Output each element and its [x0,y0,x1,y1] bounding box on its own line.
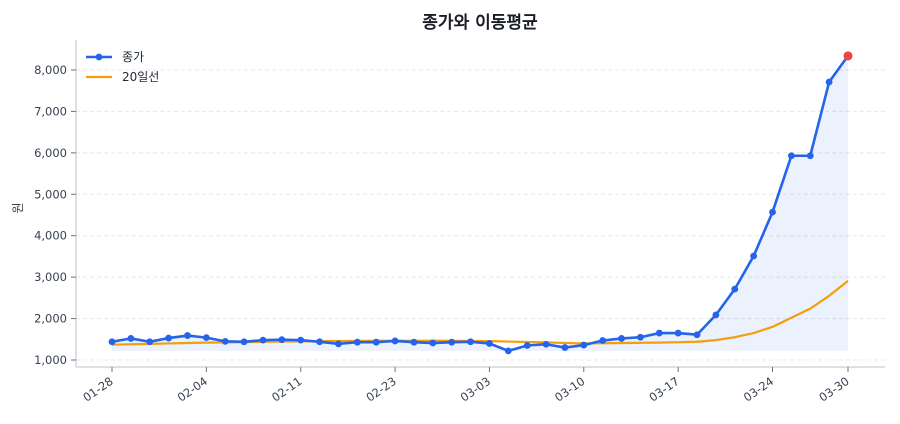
x-tick-label: 03-03 [458,374,493,405]
y-tick-label: 3,000 [34,270,67,284]
close-fill-area [112,55,848,351]
close-point-marker[interactable] [353,338,361,346]
x-tick-label: 03-10 [552,374,587,405]
close-point-marker[interactable] [165,334,173,342]
close-point-marker[interactable] [202,334,210,342]
close-point-marker[interactable] [674,329,682,337]
x-tick-label: 01-28 [80,374,115,405]
close-point-marker[interactable] [542,340,550,348]
close-point-marker[interactable] [731,285,739,293]
close-point-marker[interactable] [712,311,720,319]
x-tick-label: 02-04 [175,374,210,405]
y-tick-label: 8,000 [34,63,67,77]
legend: 종가 20일선 [86,50,159,84]
legend-close-marker-icon [95,53,103,61]
close-point-marker[interactable] [769,208,776,216]
legend-label-close: 종가 [122,50,144,64]
series-layer [108,51,853,355]
close-point-marker[interactable] [335,340,342,348]
close-point-marker[interactable] [372,338,380,346]
close-point-marker[interactable] [618,335,625,342]
close-point-marker[interactable] [316,338,323,346]
close-point-marker[interactable] [655,329,663,337]
close-point-marker[interactable] [467,338,474,346]
close-point-marker[interactable] [410,338,418,346]
close-point-marker[interactable] [146,338,154,346]
y-tick-label: 4,000 [34,229,67,243]
close-point-marker[interactable] [127,335,135,342]
x-tick-label: 02-11 [269,374,304,405]
close-point-marker[interactable] [297,336,305,344]
y-tick-label: 2,000 [34,312,67,326]
legend-label-ma20: 20일선 [122,70,159,84]
close-point-marker[interactable] [787,152,795,160]
x-tick-label: 03-24 [741,374,776,405]
close-point-marker[interactable] [429,339,437,347]
last-close-point-marker[interactable] [843,51,853,61]
close-point-marker[interactable] [108,338,116,346]
close-point-marker[interactable] [486,340,493,347]
close-point-marker[interactable] [637,333,644,341]
close-point-marker[interactable] [693,331,701,339]
close-point-marker[interactable] [561,344,569,351]
close-point-marker[interactable] [580,341,588,349]
close-point-marker[interactable] [259,336,267,344]
close-point-marker[interactable] [184,332,191,339]
y-tick-label: 7,000 [34,104,67,118]
x-tick-label: 03-17 [646,374,681,405]
y-axis-label: 원 [11,202,25,213]
gridlines [76,69,885,361]
x-axis-ticks: 01-28 02-04 02-11 02-23 03-03 03-10 03-17 03-24… [80,367,852,405]
close-price-line [111,55,850,353]
close-point-marker[interactable] [599,337,607,344]
close-point-marker[interactable] [750,252,758,260]
y-tick-label: 1,000 [34,353,67,367]
close-point-marker[interactable] [504,347,512,355]
close-point-marker[interactable] [523,342,531,349]
close-point-marker[interactable] [391,337,399,345]
x-tick-label: 03-30 [816,374,851,405]
y-tick-label: 5,000 [34,187,67,201]
y-tick-label: 6,000 [34,146,67,160]
axes [75,40,885,368]
close-point-marker[interactable] [221,337,229,345]
close-point-marker[interactable] [278,336,286,344]
close-point-marker[interactable] [240,338,248,346]
close-point-marker[interactable] [825,78,833,86]
close-point-marker[interactable] [806,152,814,160]
close-point-marker[interactable] [448,338,456,346]
x-tick-label: 02-23 [363,374,398,405]
y-axis-ticks: 1,000 2,000 3,000 4,000 5,000 6,000 7,000 8,000 [34,63,76,367]
chart-title: 종가와 이동평균 [422,13,538,33]
